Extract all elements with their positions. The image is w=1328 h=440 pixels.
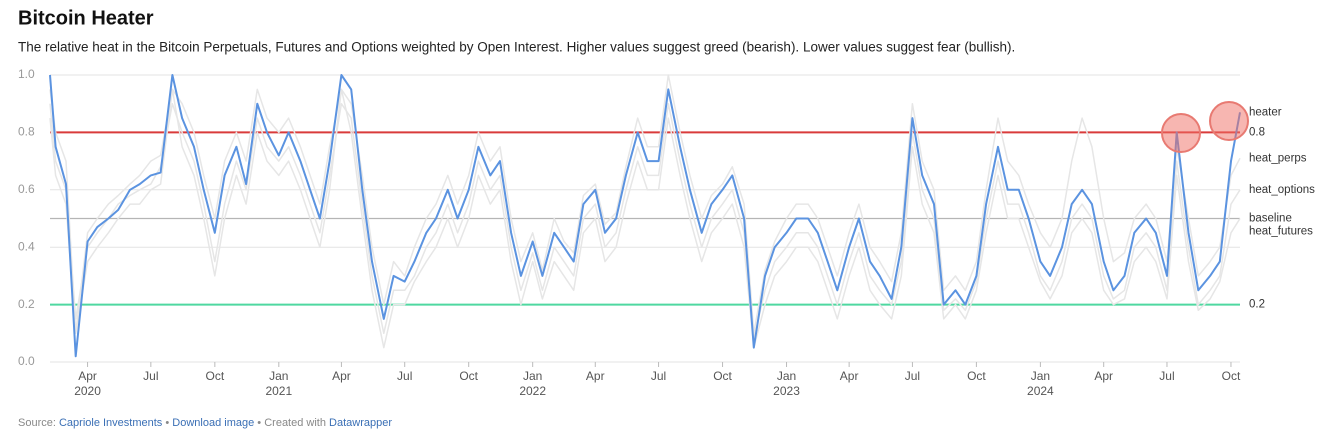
x-tick-label: Jan — [523, 369, 542, 383]
x-tick-label: Jul — [651, 369, 666, 383]
created-link[interactable]: Datawrapper — [329, 417, 393, 429]
y-tick-label: 0.2 — [18, 297, 35, 311]
x-tick-year: 2020 — [74, 384, 101, 398]
chart: Bitcoin Heater The relative heat in the … — [18, 7, 1315, 398]
x-tick-label: Apr — [840, 369, 859, 383]
x-tick-year: 2023 — [773, 384, 800, 398]
x-tick-label: Oct — [459, 369, 478, 383]
line-end-label: baseline — [1249, 213, 1292, 225]
x-tick-label: Jul — [397, 369, 412, 383]
x-tick-label: Oct — [1222, 369, 1241, 383]
x-tick-year: 2021 — [265, 384, 292, 398]
download-link[interactable]: Download image — [172, 417, 255, 429]
y-tick-label: 0.6 — [18, 182, 35, 196]
series-line — [49, 74, 1241, 358]
lines — [49, 74, 1241, 358]
grid: 0.0 0.2 0.4 0.6 0.8 1.0 Apr Jul Oct Jan Apr Jul Oct J… — [18, 67, 1241, 398]
highlight-circle — [1161, 113, 1201, 153]
x-tick-label: Oct — [205, 369, 224, 383]
x-tick-label: Jan — [269, 369, 288, 383]
x-tick-label: Apr — [332, 369, 351, 383]
line-end-label: 0.2 — [1249, 299, 1265, 311]
line-end-label: heat_perps — [1249, 152, 1307, 164]
labels: heater 0.8 heat_perps heat_options baselineh… — [1249, 106, 1315, 310]
highlight-circle — [1209, 101, 1249, 141]
series-line — [49, 74, 1241, 335]
x-tick-label: Jan — [1031, 369, 1050, 383]
x-tick-label: Apr — [586, 369, 605, 383]
x-tick-label: Apr — [78, 369, 97, 383]
line-end-label: heater — [1249, 106, 1282, 118]
series-line — [49, 88, 1241, 349]
source-link[interactable]: Capriole Investments — [58, 417, 163, 429]
x-tick-label: Oct — [967, 369, 986, 383]
separator: • — [257, 417, 262, 429]
x-tick-label: Jul — [905, 369, 920, 383]
footer: Source: Capriole Investments • Download … — [18, 417, 392, 429]
y-tick-label: 0.0 — [18, 354, 35, 368]
y-tick-label: 0.8 — [18, 125, 35, 139]
line-end-label: 0.8 — [1249, 126, 1265, 138]
line-end-label: heat_futures — [1249, 226, 1313, 238]
x-tick-label: Jan — [777, 369, 796, 383]
x-tick-label: Jul — [1159, 369, 1174, 383]
x-tick-label: Oct — [713, 369, 732, 383]
source-label: Source: — [18, 417, 56, 429]
y-tick-label: 1.0 — [18, 67, 35, 81]
chart-title: Bitcoin Heater — [18, 7, 154, 29]
chart-subtitle: The relative heat in the Bitcoin Perpetu… — [18, 40, 1015, 55]
separator: • — [165, 417, 170, 429]
x-tick-year: 2022 — [519, 384, 546, 398]
y-tick-label: 0.4 — [18, 239, 35, 253]
x-tick-label: Jul — [143, 369, 158, 383]
x-tick-label: Apr — [1094, 369, 1113, 383]
x-tick-year: 2024 — [1027, 384, 1054, 398]
created-label: Created with — [264, 417, 326, 429]
line-end-label: heat_options — [1249, 184, 1315, 196]
series-line — [49, 102, 1241, 340]
